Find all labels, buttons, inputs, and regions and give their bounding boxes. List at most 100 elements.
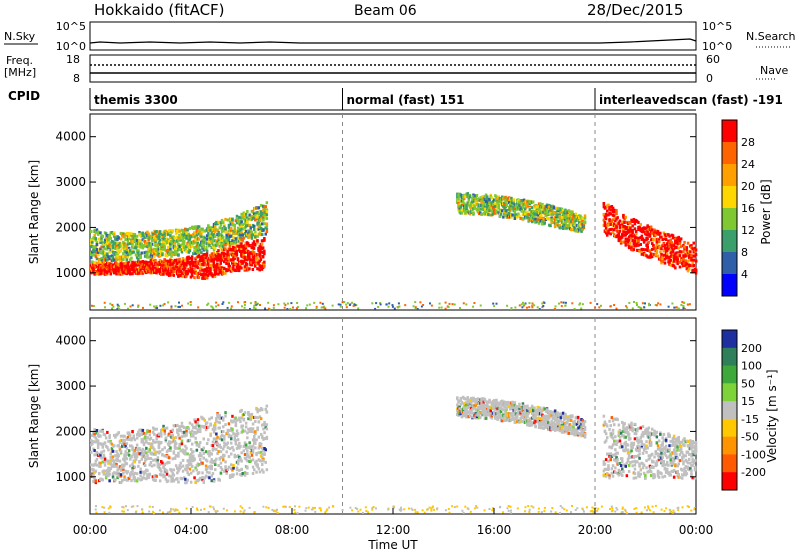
data-cell (616, 216, 619, 220)
ground-scatter-cell (177, 305, 180, 308)
data-cell (171, 476, 174, 480)
data-cell (196, 430, 200, 434)
data-cell (180, 250, 184, 254)
data-cell (544, 214, 548, 218)
data-cell (674, 266, 677, 270)
data-cell (214, 441, 217, 445)
noise-panel: N.Sky 10^5 10^0 N.Search 10^5 10^0 (4, 20, 796, 53)
data-cell (220, 242, 224, 246)
y-tick-label: 4000 (55, 130, 86, 144)
data-cell (102, 453, 106, 457)
data-cell (524, 214, 527, 218)
data-cell (231, 468, 234, 472)
data-cell (166, 479, 170, 483)
data-cell (473, 206, 476, 210)
data-cell (178, 425, 181, 429)
data-cell (125, 462, 129, 466)
data-cell (486, 195, 489, 199)
data-cell (226, 218, 230, 222)
data-cell (686, 251, 690, 255)
data-cell (111, 473, 115, 477)
data-cell (230, 226, 233, 230)
data-cell (90, 253, 93, 257)
data-cell (194, 238, 197, 242)
data-cell (122, 471, 125, 475)
data-cell (171, 259, 174, 263)
data-cell (176, 477, 179, 481)
data-cell (685, 246, 689, 250)
data-cell (187, 257, 190, 261)
data-cell (215, 432, 218, 436)
data-cell (513, 217, 517, 220)
data-cell (647, 240, 651, 244)
data-cell (191, 429, 194, 433)
data-cell (157, 443, 161, 447)
data-cell (154, 240, 157, 244)
data-cell (172, 436, 176, 440)
data-cell (145, 440, 148, 444)
data-cell (603, 224, 607, 228)
data-cell (693, 246, 697, 250)
data-cell (203, 236, 207, 240)
data-cell (196, 422, 200, 425)
data-cell (233, 228, 236, 232)
data-cell (603, 221, 607, 225)
data-cell (583, 220, 587, 224)
data-cell (186, 228, 189, 232)
data-cell (119, 265, 123, 269)
data-cell (160, 434, 163, 438)
data-cell (96, 446, 100, 450)
data-cell (670, 242, 674, 246)
data-cell (514, 213, 518, 217)
nsearch-label: N.Search (746, 30, 796, 43)
data-cell (672, 254, 676, 258)
data-cell (524, 212, 527, 216)
data-cell (639, 223, 642, 227)
data-cell (187, 427, 191, 431)
data-cell (203, 476, 207, 480)
data-cell (607, 223, 610, 227)
data-cell (540, 213, 543, 217)
data-cell (93, 428, 96, 432)
data-cell (243, 227, 247, 231)
data-cell (254, 235, 257, 239)
data-cell (633, 239, 637, 243)
data-cell (235, 214, 239, 218)
ground-scatter-cell (397, 302, 400, 305)
ground-scatter-cell (337, 303, 340, 306)
data-cell (187, 250, 191, 254)
data-cell (655, 243, 659, 247)
data-cell (180, 442, 184, 446)
data-cell (171, 457, 174, 461)
data-cell (519, 216, 522, 220)
data-cell (639, 243, 642, 246)
data-cell (231, 429, 234, 433)
data-cell (685, 261, 689, 265)
ground-scatter-cell (510, 308, 513, 310)
data-cell (178, 260, 181, 264)
data-cell (93, 234, 96, 238)
data-cell (582, 225, 586, 228)
data-cell (679, 250, 683, 254)
ground-scatter-cell (237, 301, 239, 304)
ground-scatter-cell (560, 305, 563, 308)
data-cell (177, 451, 180, 455)
data-cell (131, 472, 134, 476)
data-cell (259, 210, 263, 214)
data-cell (230, 463, 233, 467)
data-cell (216, 452, 219, 456)
data-cell (140, 251, 143, 255)
data-cell (188, 430, 192, 434)
ground-scatter-cell (118, 307, 121, 310)
data-cell (669, 263, 672, 267)
nave-label: Nave (760, 64, 788, 77)
data-cell (129, 258, 132, 262)
ground-scatter-cell (123, 302, 126, 305)
data-cell (226, 268, 229, 272)
data-cell (574, 212, 578, 216)
data-cell (218, 263, 221, 267)
ground-scatter-cell (542, 305, 545, 307)
data-cell (209, 423, 212, 427)
data-cell (487, 213, 490, 217)
data-cell (259, 258, 263, 262)
